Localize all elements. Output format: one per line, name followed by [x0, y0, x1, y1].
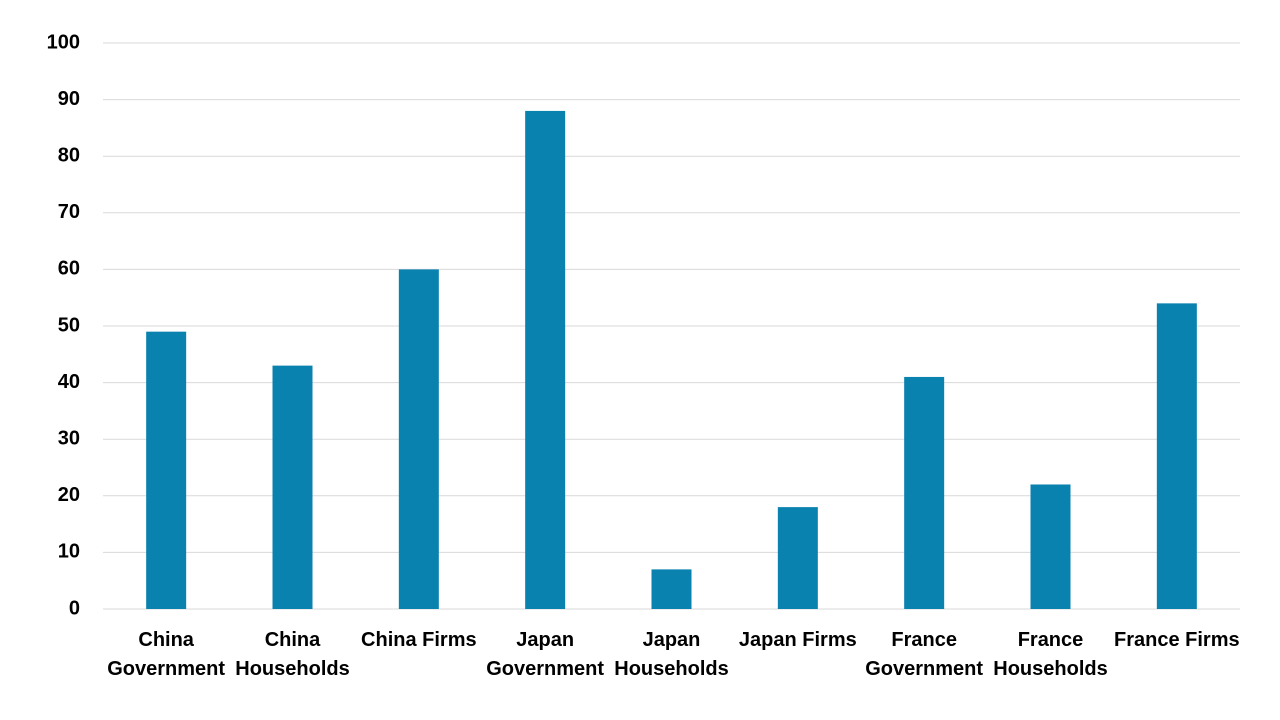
x-tick-label: France Households [993, 629, 1108, 680]
x-tick-label: France Firms [1114, 629, 1240, 651]
y-tick-label: 10 [58, 541, 80, 563]
y-tick-label: 60 [58, 258, 80, 280]
bar [146, 331, 187, 609]
y-tick-label: 90 [58, 88, 80, 110]
bar [904, 376, 945, 609]
x-tick-label: China Government [107, 629, 226, 680]
y-tick-label: 0 [69, 597, 80, 619]
bar [1156, 303, 1197, 609]
x-tick-label: China Firms [361, 629, 477, 651]
y-tick-label: 20 [58, 484, 80, 506]
bar [272, 365, 313, 609]
y-tick-label: 40 [58, 371, 80, 393]
x-tick-label: Japan Households [614, 629, 729, 680]
y-tick-label: 100 [47, 31, 80, 53]
y-tick-label: 80 [58, 144, 80, 166]
y-tick-label: 30 [58, 427, 80, 449]
bar [525, 110, 566, 610]
bar [777, 507, 818, 609]
y-tick-label: 70 [58, 201, 80, 223]
bar [1030, 484, 1071, 609]
bar [651, 569, 692, 609]
x-tick-label: Japan Firms [738, 629, 857, 651]
bar [398, 269, 439, 609]
x-tick-label: Japan Government [486, 629, 605, 680]
x-tick-label: China Households [235, 629, 350, 680]
x-tick-label: France Government [865, 629, 984, 680]
y-tick-label: 50 [58, 314, 80, 336]
